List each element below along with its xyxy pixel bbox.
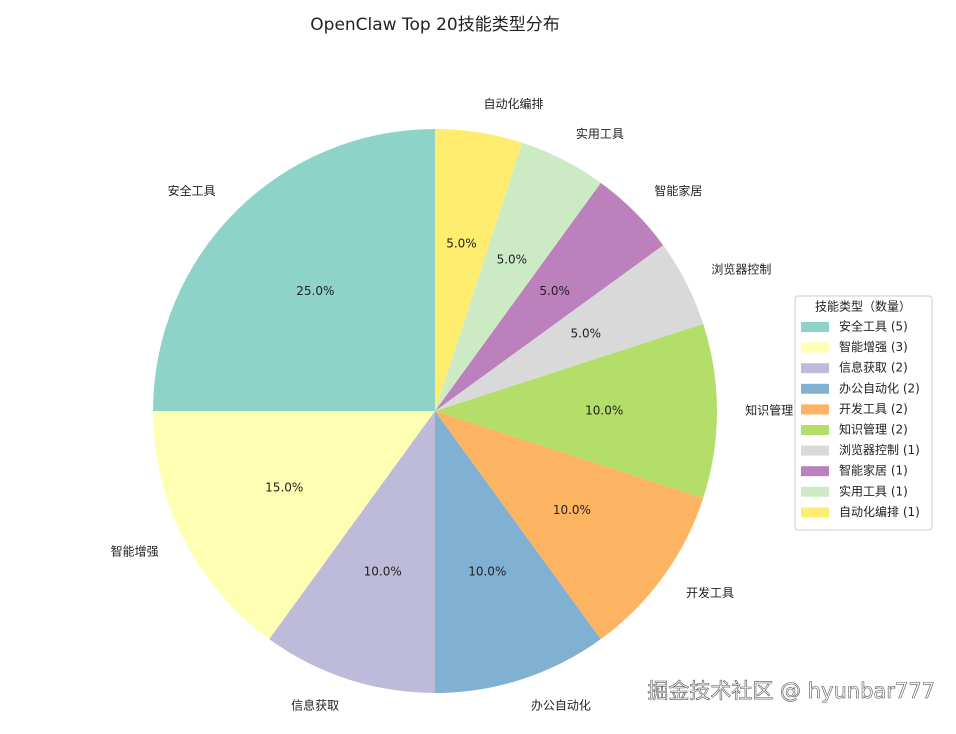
legend-label: 办公自动化 (2) bbox=[839, 380, 920, 395]
pie-slice bbox=[435, 129, 523, 411]
legend-swatch bbox=[801, 425, 829, 435]
pie-slice bbox=[435, 323, 717, 499]
slice-label: 办公自动化 bbox=[531, 698, 591, 713]
legend-label: 智能家居 (1) bbox=[839, 463, 908, 478]
pie-slice bbox=[435, 411, 704, 640]
slice-label: 智能家居 bbox=[654, 183, 702, 198]
percent-label: 10.0% bbox=[585, 404, 623, 418]
chart-title: OpenClaw Top 20技能类型分布 bbox=[310, 15, 559, 35]
legend-label: 智能增强 (3) bbox=[839, 339, 908, 354]
legend-swatch bbox=[801, 342, 829, 353]
pie-slice bbox=[435, 411, 601, 693]
legend-label: 自动化编排 (1) bbox=[839, 504, 920, 519]
percent-label: 15.0% bbox=[265, 480, 303, 494]
legend-label: 知识管理 (2) bbox=[839, 422, 908, 437]
percent-label: 5.0% bbox=[446, 236, 477, 250]
legend-swatch bbox=[801, 507, 829, 518]
pie: 安全工具 25.0% 智能增强 15.0% 信息获取 10.0% 办公自动化 10.0% 开发工… bbox=[111, 96, 794, 712]
pie-slice bbox=[435, 142, 601, 411]
legend-swatch bbox=[801, 445, 829, 456]
percent-label: 10.0% bbox=[553, 503, 591, 517]
watermark: 掘金技术社区 @ hyunbar777 bbox=[647, 679, 935, 703]
legend-swatch bbox=[801, 363, 829, 374]
pie-slice bbox=[269, 411, 435, 693]
legend-box bbox=[794, 295, 933, 531]
legend-label: 信息获取 (2) bbox=[839, 360, 908, 375]
legend-swatch bbox=[801, 383, 829, 394]
percent-label: 25.0% bbox=[296, 284, 334, 298]
legend-title: 技能类型（数量） bbox=[815, 299, 911, 314]
legend-swatch bbox=[801, 404, 829, 415]
slice-label: 自动化编排 bbox=[484, 96, 544, 111]
slice-label: 智能增强 bbox=[111, 543, 159, 558]
legend-label: 浏览器控制 (1) bbox=[839, 442, 920, 457]
percent-label: 5.0% bbox=[571, 327, 602, 341]
legend-label: 实用工具 (1) bbox=[839, 483, 908, 498]
pie-slice bbox=[435, 245, 704, 411]
pie-slice bbox=[153, 411, 435, 640]
legend-swatch bbox=[801, 486, 829, 497]
slice-label: 开发工具 bbox=[686, 585, 734, 600]
slice-label: 实用工具 bbox=[576, 126, 624, 141]
percent-label: 10.0% bbox=[364, 564, 402, 578]
legend: 技能类型（数量） 安全工具 (5) 智能增强 (3) 信息获取 (2) 办公自动化 (2… bbox=[794, 295, 933, 531]
pie-slice bbox=[435, 182, 664, 411]
slice-label: 安全工具 bbox=[168, 183, 216, 198]
slice-label: 信息获取 bbox=[291, 698, 339, 713]
percent-label: 5.0% bbox=[539, 284, 570, 298]
legend-swatch bbox=[801, 322, 829, 332]
percent-label: 10.0% bbox=[468, 564, 506, 578]
legend-label: 安全工具 (5) bbox=[839, 319, 908, 334]
slice-label: 知识管理 bbox=[745, 403, 793, 418]
legend-label: 开发工具 (2) bbox=[839, 401, 908, 416]
slice-label: 浏览器控制 bbox=[711, 262, 771, 277]
pie-slice bbox=[153, 129, 435, 411]
legend-swatch bbox=[801, 466, 829, 477]
percent-label: 5.0% bbox=[497, 253, 528, 267]
